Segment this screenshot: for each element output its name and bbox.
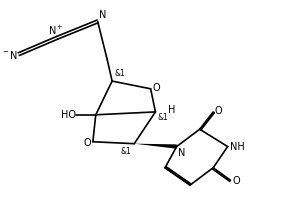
Text: O: O <box>152 83 160 93</box>
Text: $^-$N: $^-$N <box>1 49 18 61</box>
Text: N: N <box>178 148 185 157</box>
Polygon shape <box>134 144 177 149</box>
Text: N$^+$: N$^+$ <box>49 24 64 37</box>
Text: HO: HO <box>60 110 75 120</box>
Text: O: O <box>214 106 222 116</box>
Text: &1: &1 <box>114 69 125 78</box>
Text: &1: &1 <box>121 147 131 155</box>
Text: &1: &1 <box>157 113 168 122</box>
Text: NH: NH <box>230 141 244 152</box>
Text: H: H <box>168 105 175 115</box>
Text: O: O <box>83 138 91 148</box>
Text: O: O <box>232 176 240 186</box>
Text: N: N <box>99 11 106 20</box>
